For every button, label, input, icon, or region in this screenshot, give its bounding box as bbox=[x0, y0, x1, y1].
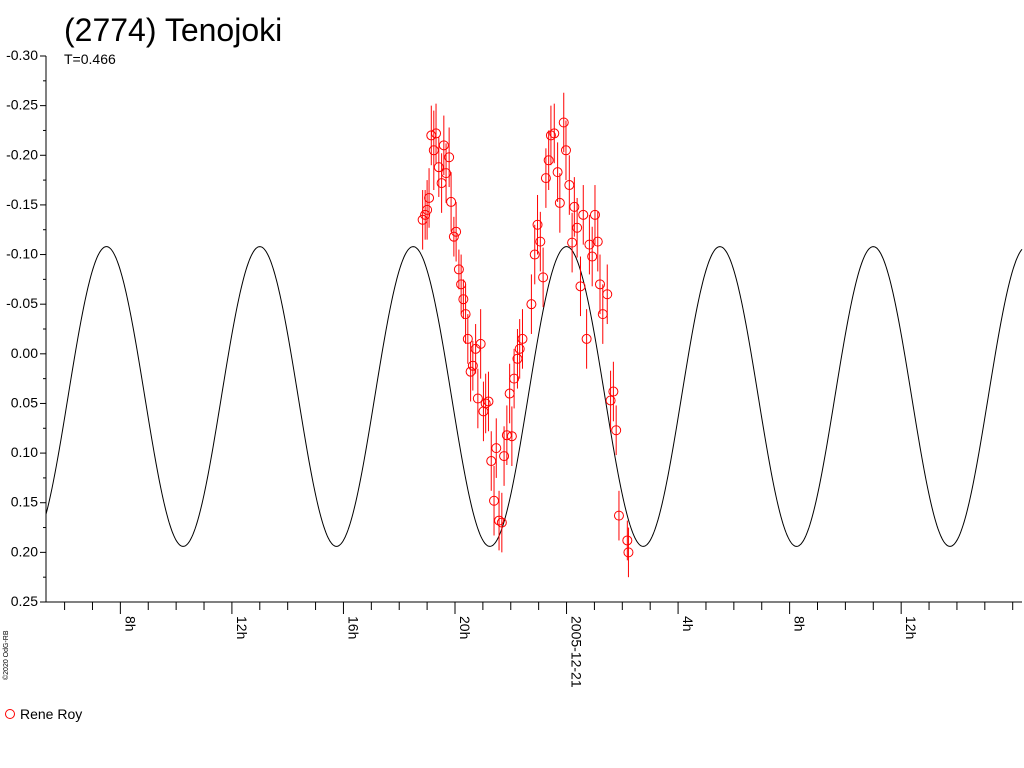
data-point bbox=[512, 353, 523, 364]
x-tick-label: 2005-12-21 bbox=[569, 616, 585, 688]
y-tick-label: -0.10 bbox=[6, 246, 38, 262]
legend-label-rene-roy: Rene Roy bbox=[20, 706, 82, 722]
data-point bbox=[509, 373, 520, 384]
data-point bbox=[532, 219, 543, 230]
data-point bbox=[453, 264, 464, 275]
data-point bbox=[428, 145, 439, 156]
y-tick-label: 0.20 bbox=[11, 543, 38, 559]
y-tick-label: 0.05 bbox=[11, 394, 38, 410]
data-point bbox=[592, 236, 603, 247]
data-point bbox=[486, 456, 497, 467]
y-tick-label: -0.20 bbox=[6, 146, 38, 162]
x-tick-label: 8h bbox=[792, 616, 808, 632]
data-point bbox=[569, 201, 580, 212]
data-point bbox=[444, 152, 455, 163]
data-point bbox=[420, 209, 431, 220]
chart-title: (2774) Tenojoki bbox=[64, 12, 282, 48]
data-point bbox=[448, 231, 459, 242]
data-point bbox=[608, 386, 619, 397]
data-point bbox=[567, 237, 578, 248]
data-point bbox=[422, 204, 433, 215]
y-tick-label: 0.15 bbox=[11, 494, 38, 510]
data-point bbox=[517, 333, 528, 344]
data-point bbox=[465, 366, 476, 377]
data-point bbox=[467, 360, 478, 371]
data-point bbox=[446, 196, 457, 207]
legend-marker-rene-roy bbox=[5, 709, 15, 719]
data-point bbox=[480, 398, 491, 409]
data-point bbox=[441, 168, 452, 179]
data-point bbox=[564, 180, 575, 191]
data-point bbox=[587, 251, 598, 262]
data-point bbox=[611, 425, 622, 436]
data-point bbox=[572, 222, 583, 233]
x-tick-label: 12h bbox=[903, 616, 919, 639]
data-point bbox=[622, 535, 633, 546]
data-point bbox=[560, 145, 571, 156]
y-tick-label: -0.30 bbox=[6, 47, 38, 63]
data-point bbox=[483, 396, 494, 407]
y-tick-label: 0.00 bbox=[11, 345, 38, 361]
data-point bbox=[494, 515, 505, 526]
x-axis: 8h 12h 16h 20h 2005-12-21 4h 8h 12h bbox=[46, 601, 1022, 688]
x-tick-label: 16h bbox=[345, 616, 361, 639]
copyright-credit: ©2020 OdG-RB bbox=[2, 630, 10, 680]
y-tick-label: 0.25 bbox=[11, 593, 38, 609]
data-point bbox=[499, 451, 510, 462]
data-point bbox=[538, 272, 549, 283]
data-point bbox=[549, 128, 560, 139]
data-point bbox=[475, 338, 486, 349]
data-point bbox=[451, 226, 462, 237]
data-point bbox=[558, 117, 569, 128]
data-point bbox=[501, 430, 512, 441]
data-point bbox=[472, 393, 483, 404]
data-point bbox=[496, 517, 507, 528]
y-tick-label: 0.10 bbox=[11, 444, 38, 460]
data-point bbox=[540, 173, 551, 184]
data-point bbox=[458, 294, 469, 305]
legend: Rene Roy bbox=[5, 706, 82, 722]
data-point bbox=[462, 333, 473, 344]
data-point bbox=[578, 209, 589, 220]
data-point bbox=[605, 395, 616, 406]
data-point bbox=[552, 167, 563, 178]
x-tick-label: 12h bbox=[234, 616, 250, 639]
y-tick-label: -0.15 bbox=[6, 196, 38, 212]
data-point bbox=[581, 333, 592, 344]
data-point bbox=[514, 343, 525, 354]
data-point bbox=[589, 209, 600, 220]
data-point bbox=[545, 130, 556, 141]
data-point bbox=[460, 309, 471, 320]
data-point bbox=[433, 162, 444, 173]
data-point bbox=[491, 443, 502, 454]
data-point bbox=[535, 236, 546, 247]
data-point bbox=[575, 281, 586, 292]
data-point bbox=[543, 155, 554, 166]
data-point bbox=[478, 406, 489, 417]
data-point bbox=[526, 299, 537, 310]
data-point bbox=[438, 140, 449, 151]
data-point bbox=[424, 192, 435, 203]
data-point bbox=[613, 510, 624, 521]
x-tick-label: 8h bbox=[122, 616, 138, 632]
data-point bbox=[623, 547, 634, 558]
data-point bbox=[529, 249, 540, 260]
x-tick-label: 20h bbox=[457, 616, 473, 639]
data-point bbox=[594, 279, 605, 290]
data-point bbox=[489, 495, 500, 506]
y-axis: -0.30 -0.25 -0.20 -0.15 -0.10 -0.05 0.00 0.05 0.… bbox=[6, 47, 47, 609]
y-tick-label: -0.05 bbox=[6, 295, 38, 311]
fit-curve bbox=[45, 246, 1023, 547]
chart-subtitle: T=0.466 bbox=[64, 51, 116, 67]
data-point bbox=[554, 197, 565, 208]
data-points bbox=[417, 92, 634, 578]
data-point bbox=[506, 431, 517, 442]
data-point bbox=[431, 128, 442, 139]
x-tick-label: 4h bbox=[680, 616, 696, 632]
data-point bbox=[602, 289, 613, 300]
y-tick-label: -0.25 bbox=[6, 97, 38, 113]
